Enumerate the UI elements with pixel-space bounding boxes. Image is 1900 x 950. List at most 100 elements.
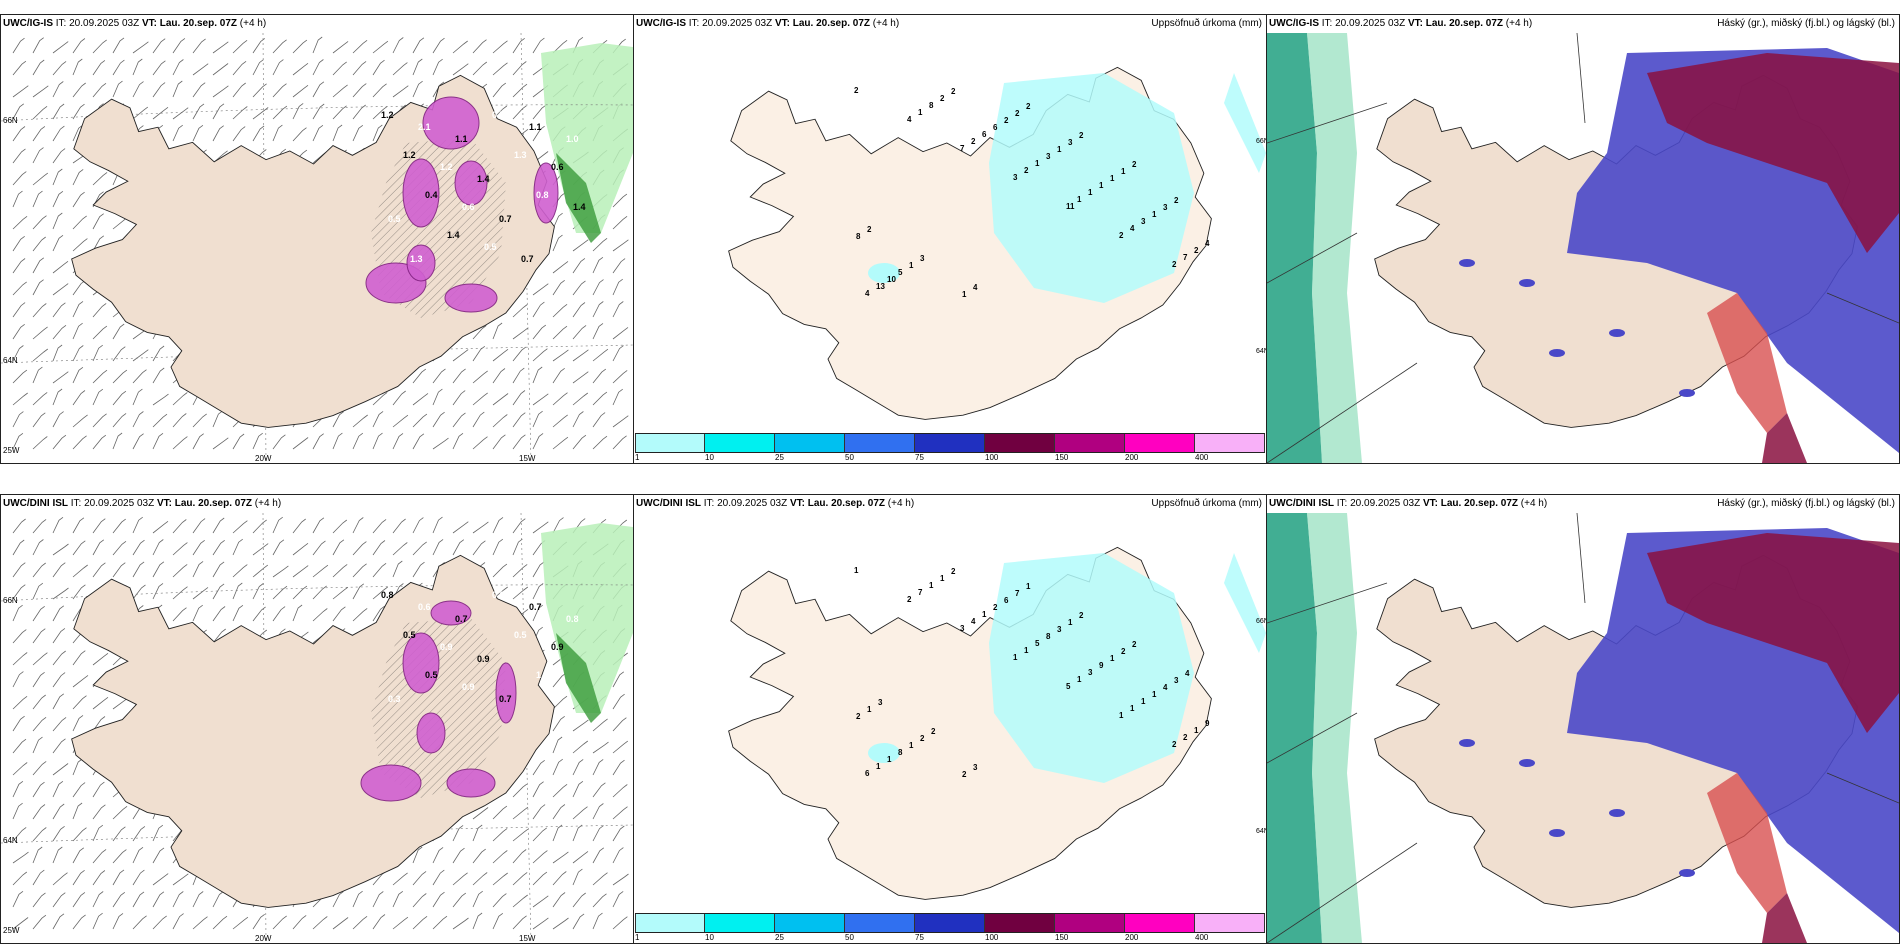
wind-barb: [52, 212, 63, 230]
low-cloud-south: [1707, 773, 1787, 913]
wind-barb: [252, 59, 264, 76]
precip-value: 1: [1141, 697, 1146, 706]
precip-value: 3: [1088, 668, 1093, 677]
wind-barb: [292, 542, 309, 556]
precip-value: 2: [1079, 131, 1084, 140]
wind-barb: [72, 827, 87, 842]
wind-barb: [472, 872, 488, 886]
wind-barb: [552, 695, 568, 710]
wind-barb: [312, 81, 325, 98]
precip-shading-west: [868, 263, 900, 283]
precip-value: 1: [1099, 181, 1104, 190]
wind-barb: [52, 103, 65, 120]
wind-snow-map: 1.2 2.1 1.1 0.7 1.1 1.0 1.2 1.2 1.4 1.3 0.6 0.5 0.4 0…: [1, 33, 633, 463]
colorbar-segment: [1125, 434, 1195, 452]
wind-barb: [52, 693, 65, 710]
wind-barb: [392, 414, 409, 428]
wind-value: 0.5: [514, 630, 527, 640]
precip-value: 5: [1035, 639, 1040, 648]
wind-value: 1.1: [455, 134, 468, 144]
wind-barb: [552, 39, 568, 54]
wind-barb: [112, 390, 127, 406]
wind-barb: [612, 916, 628, 930]
wind-barb: [532, 393, 549, 406]
wind-barb: [72, 82, 86, 98]
wind-barb: [52, 717, 67, 732]
wind-barb: [152, 847, 165, 864]
snow-blob: [360, 764, 422, 802]
wind-barb: [152, 873, 169, 886]
wind-barb: [292, 604, 303, 622]
wind-barb: [592, 912, 603, 930]
wind-barb: [352, 608, 368, 622]
wind-barb: [372, 519, 387, 534]
wind-barb: [212, 517, 225, 534]
wind-barb: [212, 85, 229, 98]
wind-barb: [392, 542, 408, 556]
wind-value: 0.9: [551, 642, 564, 652]
wind-barb: [232, 39, 248, 54]
wind-barb: [52, 803, 65, 820]
wind-barb: [292, 103, 304, 120]
precip-value: 4: [1130, 224, 1135, 233]
panel-header: UWC/IG-IS IT: 20.09.2025 03Z VT: Lau. 20…: [636, 17, 1264, 31]
lon-label-25: 25W: [3, 926, 20, 935]
wind-barb: [152, 891, 165, 908]
model-name: UWC/IG-IS: [3, 18, 53, 29]
wind-barb: [52, 738, 66, 754]
snow-blob: [454, 160, 488, 206]
colorbar-tick-label: 75: [915, 933, 924, 942]
wind-barb: [472, 807, 489, 820]
wind-barb: [192, 561, 204, 578]
precip-value: 2: [971, 137, 976, 146]
wind-barb: [112, 849, 127, 864]
wind-barb: [72, 564, 88, 578]
wind-barb: [12, 258, 26, 274]
wind-barb: [552, 517, 564, 534]
wind-barb: [92, 369, 108, 384]
wind-barb: [72, 435, 87, 450]
snow-blob: [402, 632, 440, 694]
wind-barb: [552, 261, 569, 274]
precip-value: 4: [1205, 239, 1210, 248]
wind-barb: [532, 366, 543, 384]
precip-value: 1: [982, 610, 987, 619]
precip-value: 3: [1163, 203, 1168, 212]
wind-value: 1.1: [536, 670, 549, 680]
wind-barb: [532, 104, 547, 120]
wind-barb: [492, 393, 509, 406]
precip-value: 3: [973, 763, 978, 772]
wind-barb: [152, 824, 164, 842]
wind-barb: [432, 37, 445, 54]
wind-barb: [352, 124, 364, 142]
wind-barb: [172, 59, 184, 76]
wind-barb: [432, 516, 443, 534]
precip-value: 1: [1057, 145, 1062, 154]
precip-value: 1: [1035, 159, 1040, 168]
wind-barb: [432, 437, 449, 450]
wind-barb: [212, 628, 226, 644]
wind-barb: [492, 893, 507, 908]
wind-barb: [312, 608, 328, 622]
wind-barb: [12, 671, 24, 688]
wind-barb: [492, 348, 509, 362]
colorbar-segment: [705, 434, 775, 452]
precip-colorbar-labels: 1 10 25 50 75 100 150 200 400: [635, 933, 1265, 943]
wind-barb: [132, 41, 149, 54]
wind-barb: [532, 871, 548, 886]
wind-barb: [172, 107, 189, 120]
init-time: IT: 20.09.2025 03Z: [55, 18, 140, 29]
wind-barb: [172, 873, 189, 886]
wind-barb: [52, 234, 64, 252]
wind-barb: [392, 390, 406, 406]
wind-barb: [532, 324, 547, 340]
wind-barb: [192, 539, 205, 556]
precip-value: 11: [1066, 202, 1075, 211]
wind-barb: [92, 60, 106, 76]
precip-value: 1: [1024, 646, 1029, 655]
precip-value: 3: [1046, 152, 1051, 161]
colorbar-tick-label: 1: [635, 453, 640, 462]
wind-barb: [492, 563, 508, 578]
wind-barb: [332, 105, 347, 120]
low-cloud-south-core: [1762, 413, 1807, 463]
